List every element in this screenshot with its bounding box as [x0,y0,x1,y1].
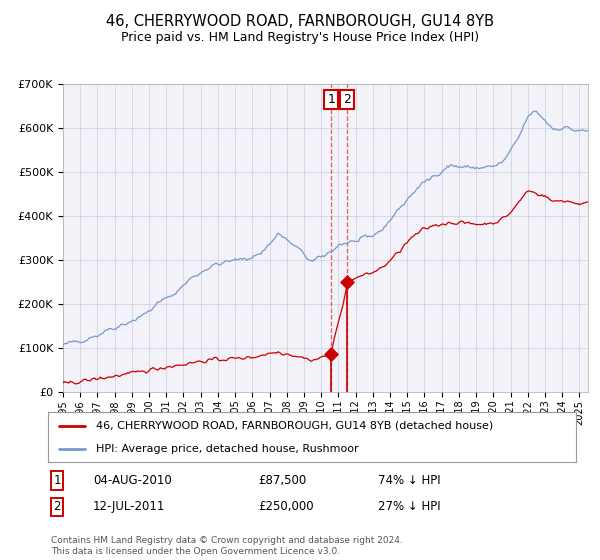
Text: Contains HM Land Registry data © Crown copyright and database right 2024.
This d: Contains HM Land Registry data © Crown c… [51,536,403,556]
Point [326,349,336,358]
Point [342,278,352,287]
Text: 12-JUL-2011: 12-JUL-2011 [93,500,166,514]
Text: 74% ↓ HPI: 74% ↓ HPI [378,474,440,487]
Text: £87,500: £87,500 [258,474,306,487]
Text: 27% ↓ HPI: 27% ↓ HPI [378,500,440,514]
Text: 04-AUG-2010: 04-AUG-2010 [93,474,172,487]
Text: 46, CHERRYWOOD ROAD, FARNBOROUGH, GU14 8YB: 46, CHERRYWOOD ROAD, FARNBOROUGH, GU14 8… [106,14,494,29]
Text: HPI: Average price, detached house, Rushmoor: HPI: Average price, detached house, Rush… [95,445,358,454]
Text: £250,000: £250,000 [258,500,314,514]
Text: 2: 2 [343,93,351,106]
Text: 46, CHERRYWOOD ROAD, FARNBOROUGH, GU14 8YB (detached house): 46, CHERRYWOOD ROAD, FARNBOROUGH, GU14 8… [95,421,493,431]
Text: Price paid vs. HM Land Registry's House Price Index (HPI): Price paid vs. HM Land Registry's House … [121,31,479,44]
Text: 1: 1 [53,474,61,487]
Text: 1: 1 [328,93,335,106]
Text: 2: 2 [53,500,61,514]
